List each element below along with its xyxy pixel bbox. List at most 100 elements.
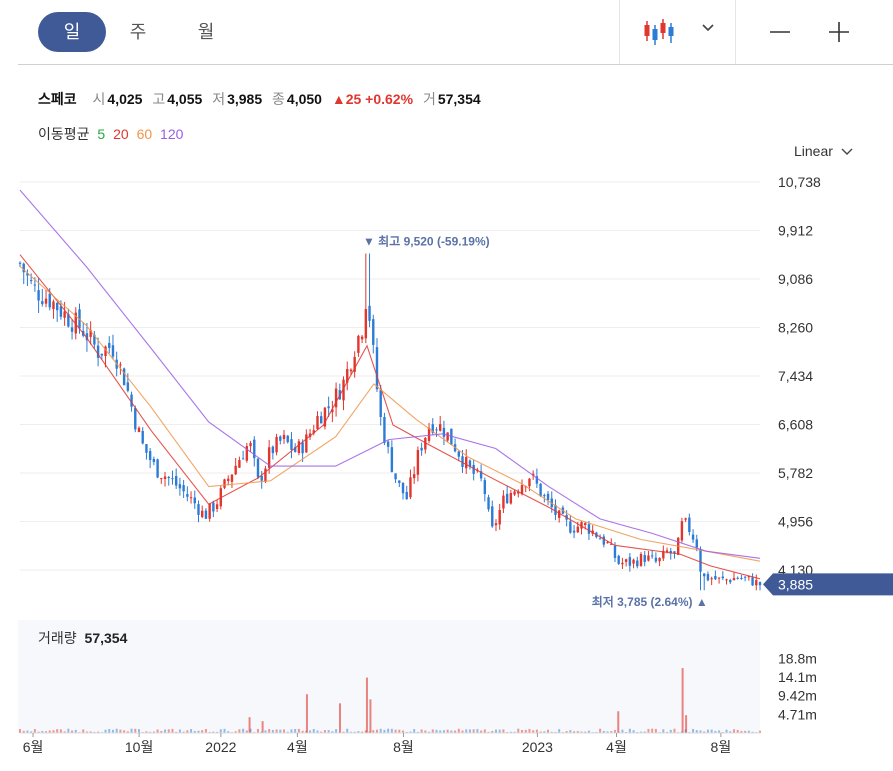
candle-body [420,447,423,451]
volume-bar [461,730,464,733]
scale-dropdown[interactable]: Linear [794,143,853,159]
ma-60[interactable]: 60 [136,126,153,142]
candle-body [569,521,572,533]
chevron-down-icon[interactable] [700,20,716,36]
volume-bar [721,731,724,733]
volume-bar [695,730,698,733]
candle-body [680,521,684,541]
candle-body [85,333,89,341]
volume-bar [115,728,118,733]
volume-bar [309,730,312,733]
volume-bar [320,731,323,733]
volume-bar [245,730,248,733]
volume-bar [123,730,126,733]
volume-bar [346,728,349,733]
candle-body [386,441,390,447]
volume-bar [439,730,442,733]
candle-body [409,477,412,498]
volume-bar [580,731,583,733]
ma-5[interactable]: 5 [97,126,106,142]
volume-bar [413,729,416,733]
candle-body [665,550,669,553]
volume-bar [610,731,613,733]
volume-bar [706,729,709,733]
candle-body [636,560,639,567]
candle-body [688,517,691,533]
candle-body [18,262,22,264]
plus-icon[interactable] [827,20,851,44]
candle-body [487,497,490,510]
candle-body [650,555,654,557]
volume-bar [543,731,546,733]
volume-bar [111,729,114,733]
volume-label: 거 [422,91,436,107]
volume-bar [387,728,390,733]
candle-body [111,345,115,357]
volume-bar [357,731,360,733]
x-axis-label: 8월 [393,739,414,755]
low-value: 3,985 [227,91,263,107]
max-price-annotation: ▼ 최고 9,520 (-59.19%) [363,234,490,249]
volume-bar [137,729,140,733]
candle-body [412,474,416,479]
scale-label: Linear [794,143,833,159]
candle-body [271,446,275,454]
tab-day[interactable]: 일 [38,12,106,52]
volume-bar [710,729,713,733]
candle-body [186,494,189,497]
candle-body [617,555,620,564]
volume-bar [119,729,122,733]
volume-bar [729,731,732,733]
candle-body [331,409,334,413]
candle-body [52,301,55,310]
open-value: 4,025 [107,91,143,107]
volume-bar [364,730,367,733]
candle-body [178,484,182,489]
candle-body [699,548,702,572]
volume-spike [339,703,341,733]
price-chart[interactable]: 10,738 9,912 9,086 8,260 7,434 6,608 5,782 4,95… [0,160,893,771]
volume-bar [405,731,408,733]
volume-bar [532,730,535,733]
ma-120[interactable]: 120 [160,126,184,142]
minus-icon[interactable] [768,20,792,44]
candle-body [346,369,349,383]
volume-bar [290,729,293,733]
tab-week[interactable]: 주 [129,22,147,42]
volume-bar [535,729,538,733]
volume-bar [420,729,423,733]
volume-bar [167,729,170,733]
volume-panel-label: 거래량 [38,630,77,646]
volume-bar [390,728,393,733]
price-axis-label: 7,434 [778,368,813,384]
volume-bar [242,728,245,733]
volume-bar [398,729,401,733]
candle-body [580,522,583,529]
candle-body [320,416,323,424]
candle-body [624,559,628,562]
tab-month[interactable]: 월 [197,22,215,42]
top-toolbar: 일 주 월 [0,0,893,64]
ma-20[interactable]: 20 [113,126,129,142]
candle-body [461,456,464,467]
candle-body [557,510,561,518]
candle-body [293,447,297,452]
volume-bar [41,730,44,733]
volume-bar [63,731,66,733]
candle-body [26,273,29,276]
volume-spike [369,699,372,733]
volume-spike [681,668,684,733]
candle-body [598,538,602,540]
price-axis-label: 5,782 [778,465,813,481]
candle-body [703,573,706,577]
volume-bar [353,731,356,733]
candle-body [316,416,319,430]
candlestick-icon[interactable] [641,15,677,49]
volume-bar [335,729,338,733]
volume-bar [457,728,460,733]
x-axis-label: 8월 [711,739,732,755]
candle-body [134,407,137,430]
candle-body [360,336,364,340]
volume-bar [126,731,129,733]
candle-body [126,382,130,391]
